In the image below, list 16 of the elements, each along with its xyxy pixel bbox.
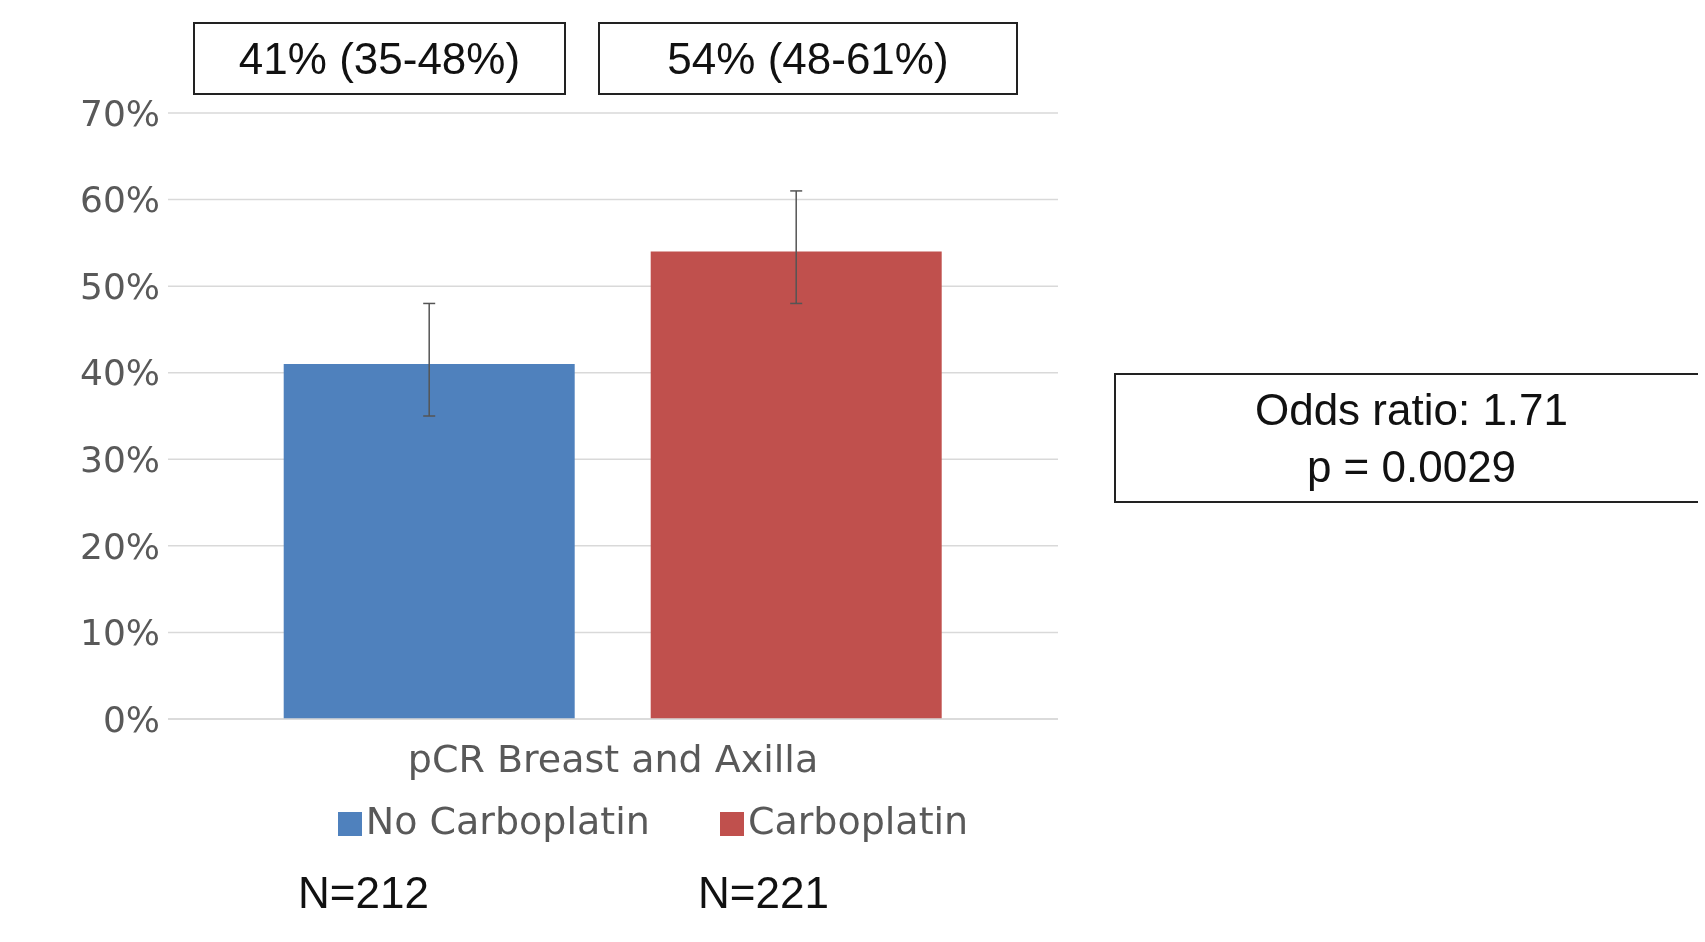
legend-label: Carboplatin	[747, 799, 969, 843]
y-tick-label: 10%	[79, 612, 160, 654]
y-tick-label: 20%	[79, 525, 160, 567]
text: 54% (48-61%)	[598, 22, 1018, 96]
text: N=221	[698, 868, 829, 918]
legend-label: No Carboplatin	[365, 799, 650, 843]
text: N=212	[298, 868, 429, 918]
y-tick-label: 0%	[102, 698, 160, 740]
text: 41% (35-48%)	[193, 22, 566, 96]
x-tick-label: pCR Breast and Axilla	[407, 736, 819, 781]
y-tick-label: 30%	[79, 439, 160, 481]
y-tick-label: 70%	[79, 92, 160, 134]
y-tick-label: 40%	[79, 352, 160, 394]
y-tick-label: 50%	[79, 265, 160, 307]
text: Odds ratio: 1.71 p = 0.0029	[1253, 384, 1570, 494]
y-tick-label: 60%	[79, 179, 160, 221]
